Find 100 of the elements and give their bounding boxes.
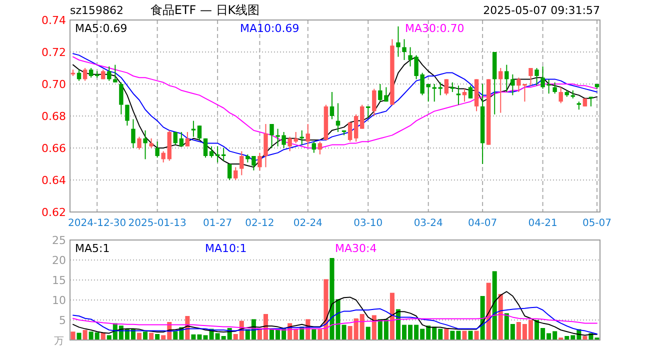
candlestick: [161, 150, 166, 163]
candlestick: [113, 64, 118, 83]
y-tick-label: 5: [59, 314, 66, 327]
text: MA5:1: [75, 242, 110, 255]
y-tick-label: 20: [52, 254, 66, 267]
candlestick: [330, 92, 334, 120]
candlestick: [88, 68, 94, 78]
x-tick-label: 2024-12-30: [68, 218, 126, 229]
candlestick: [137, 136, 142, 150]
candlestick: [432, 84, 436, 102]
candlestick: [131, 118, 136, 148]
candlestick: [318, 141, 322, 155]
y-tick-label: 25: [52, 234, 66, 247]
chart-title: 食品ETF — 日K线图: [150, 3, 260, 17]
y-tick-label: 0.70: [42, 78, 66, 91]
candlestick: [348, 122, 352, 142]
candlestick: [528, 68, 533, 86]
candlestick: [438, 82, 443, 96]
candlestick: [312, 141, 316, 154]
bar: [366, 326, 370, 340]
y-axis-title: 万: [54, 336, 64, 347]
candlestick: [143, 130, 148, 160]
x-tick-label: 03-10: [354, 218, 383, 229]
line-series: [72, 291, 598, 336]
bar: [155, 334, 160, 340]
text: MA10:1: [205, 242, 247, 255]
candlestick: [234, 166, 238, 180]
x-tick-label: 2025-01-13: [128, 218, 186, 229]
bar: [149, 332, 154, 340]
x-tick-label: 02-24: [293, 218, 322, 229]
line-series: [72, 314, 598, 330]
candlestick: [203, 138, 208, 158]
candlestick: [107, 66, 112, 82]
y-tick-label: 0.62: [42, 206, 66, 219]
x-tick-label: 04-07: [468, 218, 498, 229]
bar: [70, 332, 76, 340]
bar: [486, 282, 491, 340]
x-tick-label: 04-21: [528, 218, 558, 229]
candlestick: [558, 86, 563, 104]
candlestick: [209, 146, 214, 158]
text: 2025-05-07 09:31:57: [483, 4, 600, 17]
candlestick: [360, 104, 364, 130]
candlestick: [125, 104, 130, 126]
bar: [390, 292, 394, 340]
text: MA30:0.70: [405, 22, 464, 35]
bar: [76, 332, 82, 340]
bar: [82, 330, 88, 340]
candlestick: [498, 68, 503, 114]
text: MA30:4: [335, 242, 377, 255]
line-series: [72, 306, 598, 334]
y-tick-label: 15: [52, 274, 66, 287]
candlestick: [270, 124, 274, 148]
candlestick: [173, 132, 178, 146]
bar: [137, 332, 142, 340]
candlestick: [149, 138, 154, 148]
bar: [468, 330, 473, 340]
candlestick: [372, 88, 376, 116]
candlestick: [510, 74, 515, 96]
text: MA5:0.69: [75, 22, 128, 35]
x-tick-label: 03-24: [414, 218, 443, 229]
candlestick: [227, 164, 232, 180]
candlestick: [534, 68, 539, 86]
bar: [330, 258, 334, 340]
x-tick-label: 05-07: [582, 218, 612, 229]
candlestick: [396, 26, 400, 58]
bar: [462, 330, 467, 340]
candlestick: [179, 132, 184, 147]
x-tick-label: 01-27: [203, 218, 232, 229]
bar: [474, 330, 479, 340]
bar: [372, 315, 376, 340]
bar: [492, 271, 497, 340]
y-tick-label: 0.72: [42, 46, 66, 59]
bar: [498, 294, 503, 340]
y-tick-label: 0.66: [42, 142, 66, 155]
candlestick: [354, 114, 358, 142]
y-tick-label: 10: [52, 294, 66, 307]
candlestick: [468, 85, 473, 99]
candlestick: [258, 152, 262, 171]
candlestick: [185, 132, 190, 147]
text: MA10:0.69: [240, 22, 300, 35]
candlestick: [306, 124, 310, 147]
candlestick: [264, 124, 268, 168]
candlestick: [82, 68, 88, 82]
y-tick-label: 0.74: [42, 14, 66, 27]
chart-subtitle: sz159862: [70, 4, 124, 17]
bar: [143, 332, 148, 340]
bar: [312, 329, 316, 340]
candlestick: [552, 82, 557, 94]
candlestick: [402, 38, 406, 60]
candlestick: [504, 64, 509, 92]
candlestick: [119, 82, 124, 115]
candlestick: [240, 150, 244, 176]
y-tick-label: 0.64: [42, 174, 66, 187]
x-tick-label: 02-12: [245, 218, 274, 229]
candlestick: [197, 125, 202, 140]
candlestick: [450, 82, 455, 92]
y-tick-label: 0.68: [42, 110, 66, 123]
candlestick: [155, 141, 160, 158]
bar: [444, 328, 449, 340]
candlestick: [444, 78, 449, 96]
